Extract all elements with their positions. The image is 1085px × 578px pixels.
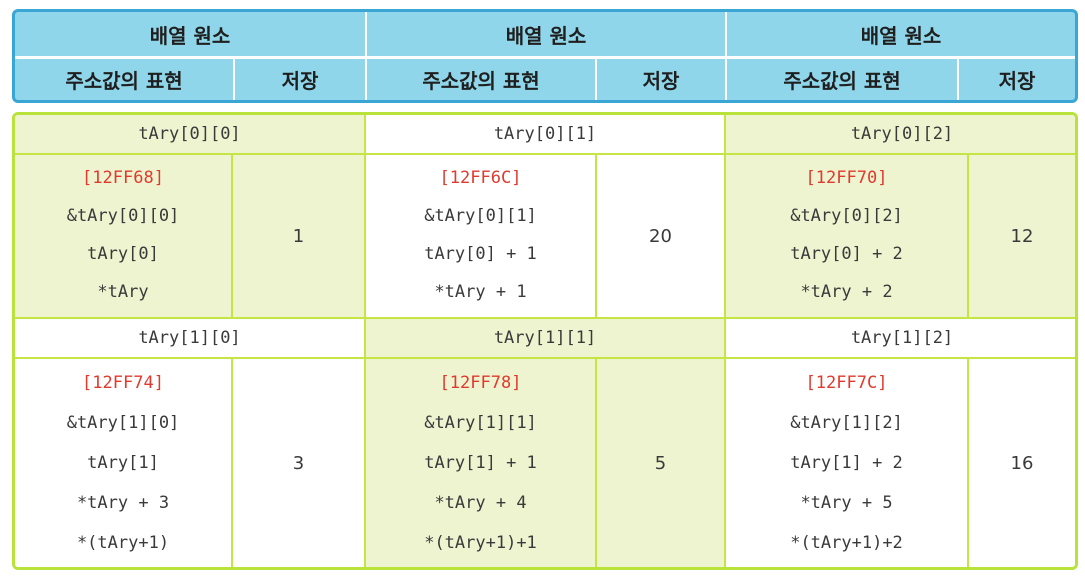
header-address-col-3: 주소값의 표현 — [783, 69, 901, 93]
address-expression: *(tAry+1) — [76, 533, 170, 553]
address-expression: &tAry[1][0] — [66, 413, 180, 433]
grid-line — [724, 115, 726, 567]
address-expression: &tAry[0][0] — [66, 206, 180, 226]
address-expression: *(tAry+1)+1 — [424, 533, 537, 553]
header-group-1: 배열 원소 — [149, 23, 231, 48]
address-expressions: [12FF7C] &tAry[1][2] tAry[1] + 2 *tAry +… — [726, 363, 967, 563]
cell-bg-0-2 — [725, 115, 1075, 318]
stored-value: 1 — [292, 225, 305, 247]
address-expression: *tAry — [97, 282, 149, 302]
address-expressions: [12FF74] &tAry[1][0] tAry[1] *tAry + 3 *… — [15, 363, 231, 563]
address-expression: tAry[1] + 1 — [424, 453, 537, 473]
grid-line — [595, 153, 597, 317]
grid-line — [595, 357, 597, 567]
address-expression: &tAry[0][2] — [790, 206, 903, 226]
grid-line — [967, 357, 969, 567]
address-expression: tAry[0] — [87, 244, 159, 264]
address-expression: &tAry[1][1] — [424, 413, 537, 433]
address-expression: *tAry + 5 — [800, 493, 893, 513]
address-expression: *(tAry+1)+2 — [790, 533, 903, 553]
stored-value: 16 — [1010, 452, 1034, 474]
cell-bg-0-1 — [365, 115, 725, 318]
address-expression: &tAry[0][1] — [424, 206, 537, 226]
grid-line — [15, 357, 1075, 359]
address-expression: tAry[0] + 1 — [424, 244, 537, 264]
address-expressions: [12FF68] &tAry[0][0] tAry[0] *tAry — [15, 159, 231, 311]
memory-address: [12FF78] — [439, 373, 522, 393]
grid-line — [967, 153, 969, 317]
header-address-col-1: 주소값의 표현 — [65, 69, 183, 93]
address-expression: *tAry + 3 — [76, 493, 170, 513]
memory-address: [12FF6C] — [439, 168, 522, 188]
header-col-divider — [957, 59, 959, 100]
stored-value: 5 — [654, 452, 667, 474]
stored-value: 20 — [649, 225, 672, 247]
header-group-divider — [725, 12, 727, 100]
header-storage-col-2: 저장 — [642, 69, 680, 93]
address-expression: *tAry + 4 — [434, 493, 527, 513]
header-group-2: 배열 원소 — [505, 23, 587, 48]
grid-line — [364, 115, 366, 567]
cell-bg-1-1 — [365, 318, 725, 567]
header-col-divider — [595, 59, 597, 100]
address-expressions: [12FF6C] &tAry[0][1] tAry[0] + 1 *tAry +… — [366, 159, 595, 311]
element-label: tAry[0][0] — [138, 124, 241, 144]
memory-address: [12FF68] — [82, 168, 164, 188]
address-expression: *tAry + 2 — [800, 282, 893, 302]
grid-line — [231, 357, 233, 567]
header-col-divider — [233, 59, 235, 100]
header-storage-col-3: 저장 — [998, 69, 1036, 93]
grid-line — [15, 153, 1075, 155]
address-expressions: [12FF78] &tAry[1][1] tAry[1] + 1 *tAry +… — [366, 363, 595, 563]
memory-address: [12FF7C] — [805, 373, 888, 393]
cell-bg-0-0 — [15, 115, 365, 318]
header-address-col-2: 주소값의 표현 — [422, 69, 540, 93]
element-label: tAry[0][1] — [493, 124, 597, 144]
memory-address: [12FF74] — [82, 373, 164, 393]
address-expression: tAry[0] + 2 — [790, 244, 903, 264]
grid-line — [231, 153, 233, 317]
address-expression: &tAry[1][2] — [790, 413, 903, 433]
memory-address: [12FF70] — [805, 168, 888, 188]
table-header: 배열 원소 주소값의 표현 저장 배열 원소 주소값의 표현 저장 배열 원소 … — [12, 9, 1078, 103]
element-label: tAry[1][2] — [850, 328, 954, 348]
stored-value: 3 — [292, 452, 305, 474]
header-group-3: 배열 원소 — [860, 23, 942, 48]
stored-value: 12 — [1010, 225, 1034, 247]
cell-bg-1-2 — [725, 318, 1075, 567]
address-expressions: [12FF70] &tAry[0][2] tAry[0] + 2 *tAry +… — [726, 159, 967, 311]
address-expression: tAry[1] + 2 — [790, 453, 903, 473]
address-expression: tAry[1] — [87, 453, 159, 473]
header-group-divider — [365, 12, 367, 100]
grid-line — [15, 317, 1075, 319]
address-expression: *tAry + 1 — [434, 282, 527, 302]
header-divider — [15, 56, 1075, 59]
element-label: tAry[0][2] — [850, 124, 954, 144]
element-label: tAry[1][1] — [493, 328, 597, 348]
header-storage-col-1: 저장 — [281, 69, 319, 93]
cell-bg-1-0 — [15, 318, 365, 567]
memory-table: tAry[0][0] tAry[0][1] tAry[0][2] [12FF68… — [12, 112, 1078, 570]
element-label: tAry[1][0] — [138, 328, 241, 348]
